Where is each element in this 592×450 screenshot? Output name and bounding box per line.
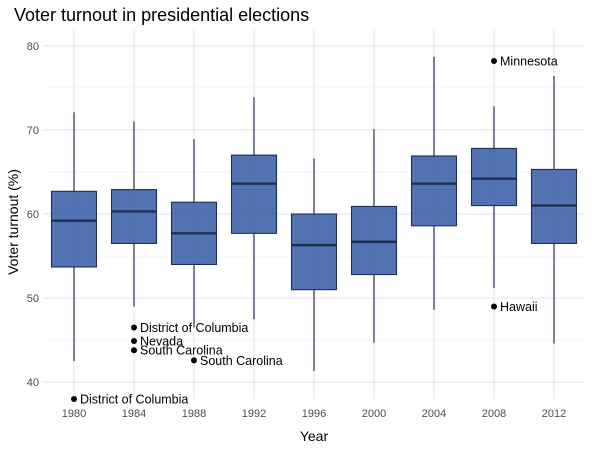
box-1992 [230,97,278,320]
y-tick-label: 80 [27,41,39,53]
box-iqr [350,205,398,276]
box-layer [50,56,578,372]
box-iqr [230,154,278,234]
outlier-label: Minnesota [500,54,558,68]
box-iqr [50,190,98,268]
axis-layer: 40 50 60 70 80 1980 1984 1988 1992 1996 2000 2004 20… [27,41,566,420]
box-iqr [410,155,458,227]
x-tick-label: 2012 [542,408,566,420]
outlier-point [491,57,497,64]
box-2000 [350,129,398,343]
outlier-layer: District of Columbia District of Columbia… [71,54,558,407]
y-tick-label: 70 [27,125,39,137]
y-tick-label: 60 [27,209,39,221]
chart-title: Voter turnout in presidential elections [14,5,309,25]
box-iqr [110,189,158,244]
outlier-label: Nevada [140,334,183,348]
outlier-label: District of Columbia [80,393,188,407]
x-tick-label: 1992 [242,408,266,420]
outlier-point [131,347,137,354]
box-1988 [170,139,218,328]
x-tick-label: 2000 [362,408,386,420]
outlier-point [131,337,137,344]
outlier-point [131,324,137,331]
box-1996 [290,158,338,372]
x-tick-label: 1984 [122,408,146,420]
x-tick-label: 1980 [62,408,86,420]
box-2008 [470,106,518,288]
box-2004 [410,56,458,310]
x-axis-title: Year [300,428,329,444]
outlier-label: District of Columbia [140,321,248,335]
box-iqr [470,147,518,207]
x-tick-label: 2004 [422,408,446,420]
box-2012 [530,76,578,344]
y-tick-label: 50 [27,293,39,305]
x-tick-label: 1988 [182,408,206,420]
y-tick-label: 40 [27,377,39,389]
outlier-point [491,303,497,310]
y-axis-title: Voter turnout (%) [5,169,21,275]
box-1980 [50,112,98,362]
outlier-label: South Carolina [140,344,223,358]
outlier-point [71,396,77,402]
outlier-label: South Carolina [200,354,283,368]
x-tick-label: 1996 [302,408,326,420]
x-tick-label: 2008 [482,408,506,420]
outlier-label: Hawaii [500,300,538,314]
outlier-point [191,357,197,364]
box-1984 [110,121,158,307]
box-iqr [290,213,338,291]
